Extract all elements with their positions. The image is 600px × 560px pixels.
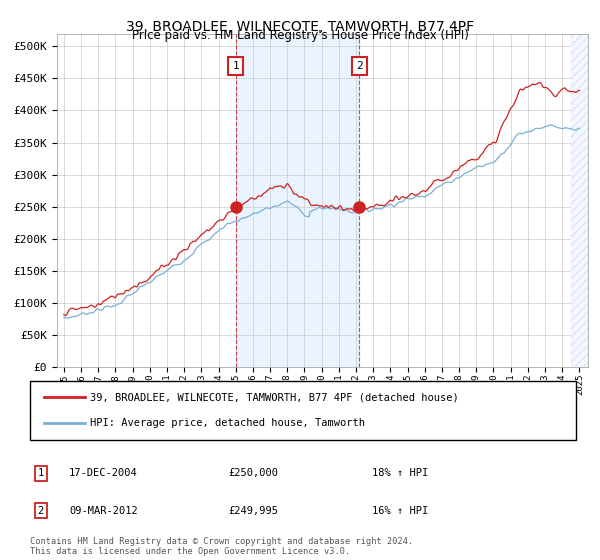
Text: 2: 2	[38, 506, 44, 516]
Text: 17-DEC-2004: 17-DEC-2004	[69, 468, 138, 478]
Text: 39, BROADLEE, WILNECOTE, TAMWORTH, B77 4PF: 39, BROADLEE, WILNECOTE, TAMWORTH, B77 4…	[126, 20, 474, 34]
Text: 1: 1	[232, 60, 239, 71]
Text: 1: 1	[38, 468, 44, 478]
FancyBboxPatch shape	[30, 381, 576, 440]
Text: HPI: Average price, detached house, Tamworth: HPI: Average price, detached house, Tamw…	[90, 418, 365, 428]
Text: 16% ↑ HPI: 16% ↑ HPI	[372, 506, 428, 516]
Text: 09-MAR-2012: 09-MAR-2012	[69, 506, 138, 516]
Text: 18% ↑ HPI: 18% ↑ HPI	[372, 468, 428, 478]
Text: 2: 2	[356, 60, 363, 71]
Bar	[236, 34, 359, 367]
Text: Contains HM Land Registry data © Crown copyright and database right 2024.: Contains HM Land Registry data © Crown c…	[30, 537, 413, 546]
Text: Price paid vs. HM Land Registry's House Price Index (HPI): Price paid vs. HM Land Registry's House …	[131, 29, 469, 42]
Bar	[571, 34, 588, 367]
Text: £250,000: £250,000	[228, 468, 278, 478]
Text: £249,995: £249,995	[228, 506, 278, 516]
Text: 39, BROADLEE, WILNECOTE, TAMWORTH, B77 4PF (detached house): 39, BROADLEE, WILNECOTE, TAMWORTH, B77 4…	[90, 392, 459, 402]
Bar	[571, 34, 588, 367]
Text: This data is licensed under the Open Government Licence v3.0.: This data is licensed under the Open Gov…	[30, 547, 350, 556]
